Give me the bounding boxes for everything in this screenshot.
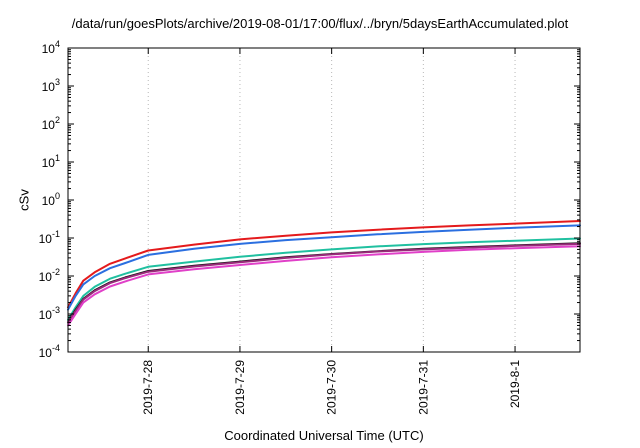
plot-frame (67, 47, 581, 353)
y-tick-label: 102 (42, 115, 60, 132)
series-layer (67, 220, 581, 327)
x-tick-label: 2019-7-31 (416, 360, 430, 415)
y-tick-label: 101 (42, 153, 60, 170)
series-line-1 (67, 220, 581, 309)
series-line-2 (67, 224, 581, 311)
y-tick-label: 10-3 (39, 305, 60, 322)
series-line-3 (67, 237, 581, 321)
y-tick-label: 103 (42, 77, 60, 94)
chart-title: /data/run/goesPlots/archive/2019-08-01/1… (71, 16, 569, 31)
x-tick-label: 2019-7-29 (233, 360, 247, 415)
y-tick-label: 104 (42, 39, 60, 56)
y-tick-label: 10-2 (39, 267, 60, 284)
grid-lines (147, 48, 516, 352)
x-tick-label: 2019-8-1 (508, 360, 522, 408)
series-line-5 (67, 242, 581, 324)
x-tick-label: 2019-7-28 (141, 360, 155, 415)
x-tick-label: 2019-7-30 (325, 360, 339, 415)
y-tick-label: 100 (42, 191, 60, 208)
y-tick-label: 10-4 (39, 343, 60, 360)
axis-ticks: 10-4 10-3 10-2 10-1 100 101 102 103 104 2019-7-28… (39, 39, 580, 415)
y-tick-label: 10-1 (39, 229, 60, 246)
x-axis-label: Coordinated Universal Time (UTC) (224, 428, 424, 443)
series-line-6 (67, 245, 581, 327)
